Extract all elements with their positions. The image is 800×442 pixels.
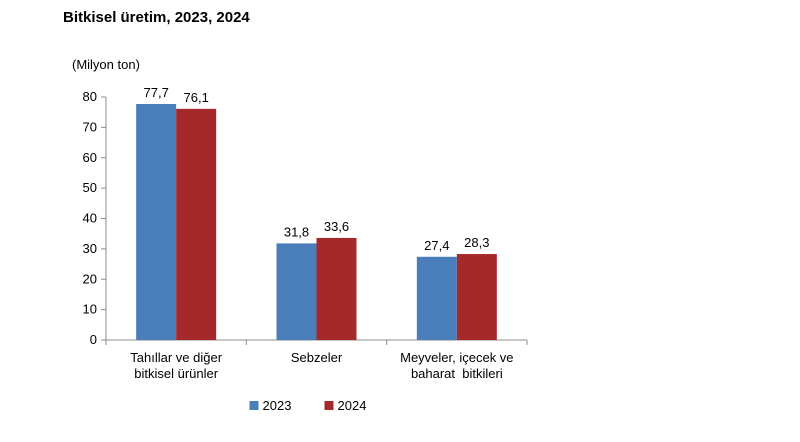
y-tick-label: 80 — [83, 89, 97, 104]
x-tick-label-line: Meyveler, içecek ve — [400, 350, 513, 365]
x-tick-label: Tahıllar ve diğer bitkisel ürünler — [130, 350, 222, 381]
bar-2024 — [176, 108, 217, 340]
y-tick-label: 60 — [83, 150, 97, 165]
x-tick-label: Sebzeler — [291, 350, 343, 365]
y-tick-label: 10 — [83, 302, 97, 317]
y-axis-label: (Milyon ton) — [72, 57, 140, 72]
y-tick-label: 20 — [83, 271, 97, 286]
legend-label: 2024 — [338, 398, 367, 413]
bar-2024 — [316, 237, 357, 340]
y-tick-label: 0 — [90, 332, 97, 347]
legend-swatch — [249, 401, 259, 410]
data-label: 77,7 — [144, 85, 169, 100]
page-title: Bitkisel üretim, 2023, 2024 — [63, 9, 250, 26]
data-label: 27,4 — [424, 238, 449, 253]
x-tick-label-line: Sebzeler — [291, 350, 343, 365]
x-tick-label-line: bitkisel ürünler — [134, 366, 218, 381]
y-tick-label: 70 — [83, 119, 97, 134]
bar-2023 — [416, 256, 457, 340]
y-tick-label: 50 — [83, 180, 97, 195]
bar-2023 — [136, 103, 177, 340]
data-label: 76,1 — [184, 90, 209, 105]
x-tick-label-line: baharat bitkileri — [411, 366, 503, 381]
y-tick-label: 30 — [83, 241, 97, 256]
legend-swatch — [324, 401, 334, 410]
x-tick-label: Meyveler, içecek ve baharat bitkileri — [400, 350, 513, 381]
bars: 77,7 31,8 27,4 76,1 33,6 28,3 — [136, 85, 497, 340]
axes: 0 10 20 30 40 50 60 70 80 Tahıllar ve diğer bitkis… — [83, 89, 528, 381]
bar-2024 — [456, 254, 497, 340]
bar-2023 — [276, 243, 317, 340]
data-label: 31,8 — [284, 224, 309, 239]
data-label: 28,3 — [464, 235, 489, 250]
y-tick-label: 40 — [83, 211, 97, 226]
data-label: 33,6 — [324, 219, 349, 234]
x-tick-label-line: Tahıllar ve diğer — [130, 350, 222, 365]
legend-label: 2023 — [263, 398, 292, 413]
legend: 2023 2024 — [249, 398, 367, 413]
